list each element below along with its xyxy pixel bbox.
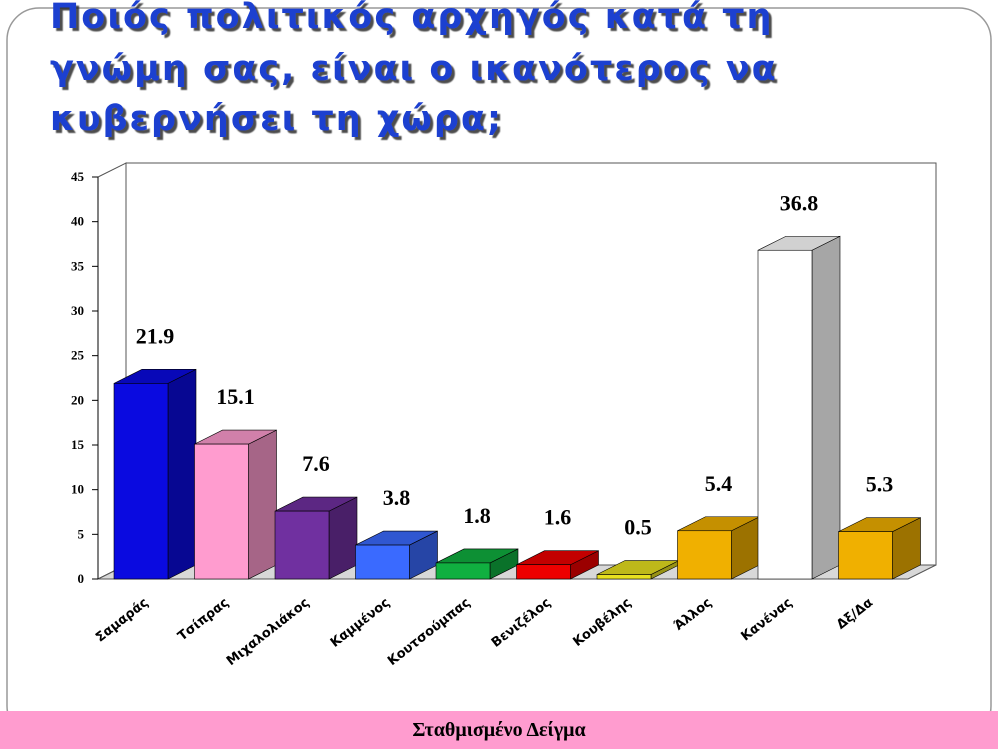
bar <box>113 383 169 580</box>
footer-bar <box>0 711 998 749</box>
y-tick-label: 25 <box>71 348 85 363</box>
bar <box>596 574 652 580</box>
title: Ποιός πολιτικός αρχηγός κατά τη γνώμη σα… <box>50 0 778 139</box>
bar <box>355 544 410 580</box>
value-label: 3.8 <box>383 485 411 510</box>
y-tick-label: 30 <box>71 303 84 318</box>
value-label: 1.6 <box>544 505 572 530</box>
bar <box>194 443 249 580</box>
y-tick-label: 35 <box>71 258 85 273</box>
y-tick-label: 5 <box>78 526 85 541</box>
value-label: 21.9 <box>136 323 175 348</box>
y-tick-label: 15 <box>71 437 85 452</box>
footer: Σταθμισμένο Δείγμα <box>412 719 585 741</box>
bar <box>677 530 732 580</box>
bar-side <box>328 496 358 580</box>
bar <box>435 562 491 580</box>
y-tick-label: 0 <box>78 571 85 586</box>
value-label: 5.4 <box>705 471 733 496</box>
bar-side <box>811 235 841 580</box>
bar <box>516 564 571 580</box>
value-label: 5.3 <box>866 472 894 497</box>
y-tick-label: 10 <box>71 482 84 497</box>
y-tick-label: 40 <box>71 214 84 229</box>
value-label: 0.5 <box>624 515 652 540</box>
value-label: 7.6 <box>302 451 330 476</box>
y-tick-label: 45 <box>71 169 85 184</box>
y-tick-label: 20 <box>71 392 84 407</box>
bar-side <box>167 368 197 580</box>
title-line: γνώμη σας, είναι ο ικανότερος να <box>50 49 778 89</box>
bar <box>757 249 813 580</box>
value-label: 1.8 <box>463 503 491 528</box>
title-line: κυβερνήσει τη χώρα; <box>50 99 503 139</box>
bar <box>838 531 893 580</box>
title-line: Ποιός πολιτικός αρχηγός κατά τη <box>50 0 773 37</box>
bar-side <box>248 429 277 580</box>
value-label: 36.8 <box>780 190 819 215</box>
value-label: 15.1 <box>216 384 255 409</box>
bar <box>274 510 330 580</box>
